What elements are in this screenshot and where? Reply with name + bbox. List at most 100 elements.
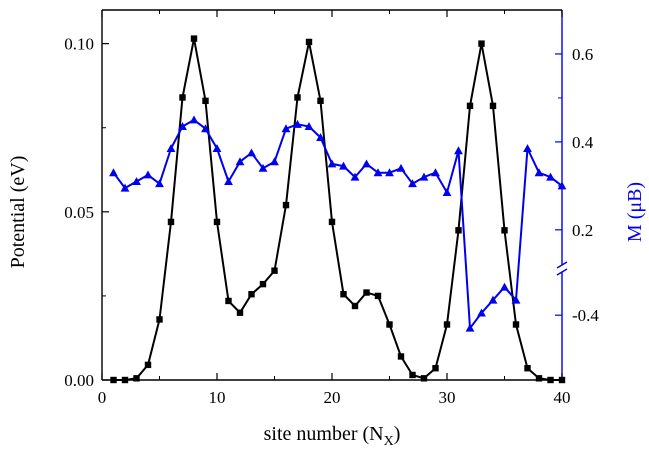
potential-point	[466, 102, 474, 110]
magnetization-marker-triangle	[178, 122, 187, 131]
magnetization-point	[270, 157, 279, 166]
magnetization-point	[339, 161, 348, 170]
potential-marker-square	[167, 218, 175, 226]
magnetization-marker-triangle	[109, 168, 118, 177]
magnetization-point	[350, 172, 360, 181]
magnetization-marker-triangle	[235, 157, 245, 166]
magnetization-series-line	[112, 118, 563, 330]
potential-marker-square	[259, 280, 267, 288]
magnetization-point	[408, 179, 417, 188]
magnetization-point	[166, 144, 176, 153]
magnetization-point	[109, 168, 118, 177]
potential-point	[259, 280, 267, 288]
magnetization-marker-triangle	[362, 159, 371, 168]
y-right-tick-label: -0.4	[572, 306, 599, 325]
mu-symbol: μ	[624, 202, 646, 213]
potential-point	[397, 353, 405, 360]
potential-point	[190, 35, 198, 42]
potential-point	[236, 309, 244, 316]
potential-point	[179, 94, 186, 101]
magnetization-marker-triangle	[373, 168, 383, 177]
magnetization-point	[132, 177, 141, 185]
magnetization-point	[373, 168, 383, 177]
magnetization-marker-triangle	[511, 295, 521, 304]
axis-break-mark	[556, 268, 568, 276]
potential-marker-square	[363, 289, 370, 296]
magnetization-marker-triangle	[477, 308, 486, 317]
potential-point	[133, 375, 140, 382]
magnetization-point	[189, 115, 199, 124]
magnetization-point	[488, 295, 498, 304]
potential-marker-square	[179, 94, 186, 101]
magnetization-point	[500, 282, 509, 291]
magnetization-marker-triangle	[534, 168, 544, 177]
potential-marker-square	[432, 365, 439, 372]
magnetization-point	[281, 124, 291, 133]
y-right-tick-label: 0.6	[572, 45, 593, 64]
potential-point	[202, 97, 209, 105]
magnetization-point	[201, 124, 210, 133]
magnetization-point	[396, 163, 406, 172]
magnetization-marker-triangle	[350, 172, 360, 181]
magnetization-point	[304, 122, 314, 131]
potential-point	[294, 94, 301, 101]
y-left-tick-label: 0.00	[64, 371, 94, 390]
potential-point	[213, 218, 221, 226]
potential-point	[363, 289, 370, 296]
magnetization-point	[235, 157, 245, 166]
x-tick-label: 30	[439, 388, 456, 407]
magnetization-marker-triangle	[419, 172, 429, 181]
axis-break-mark	[556, 261, 568, 269]
potential-point	[328, 218, 336, 226]
magnetization-marker-triangle	[155, 179, 164, 188]
magnetization-marker-triangle	[339, 161, 348, 170]
potential-marker-square	[443, 321, 451, 328]
magnetization-marker-triangle	[224, 177, 233, 185]
potential-marker-square	[340, 291, 347, 298]
magnetization-point	[546, 172, 555, 181]
potential-marker-square	[524, 365, 531, 372]
potential-marker-square	[282, 201, 290, 209]
y-right-tick-label: 0.4	[572, 133, 594, 152]
magnetization-point	[258, 163, 268, 172]
potential-point	[317, 97, 324, 105]
potential-point	[524, 365, 531, 372]
potential-point	[305, 38, 313, 46]
potential-point	[248, 291, 255, 298]
magnetization-point	[431, 168, 440, 177]
magnetization-point	[454, 146, 463, 155]
potential-marker-square	[466, 102, 474, 110]
magnetization-marker-triangle	[304, 122, 314, 131]
potential-marker-square	[317, 97, 324, 105]
magnetization-point	[511, 295, 521, 304]
potential-marker-square	[478, 40, 485, 47]
potential-point	[386, 321, 393, 328]
plot-area	[109, 35, 567, 384]
x-tick-label: 0	[98, 388, 107, 407]
potential-point	[443, 321, 451, 328]
magnetization-marker-triangle	[258, 163, 268, 172]
magnetization-point	[385, 168, 394, 177]
potential-point	[340, 291, 347, 298]
potential-point	[225, 297, 232, 305]
magnetization-marker-triangle	[316, 133, 325, 142]
magnetization-point	[120, 183, 130, 192]
axes: 0 10 20 30 40 0.00 0.05 0.10 0.2 0.4 0.6 -0.4	[64, 9, 599, 407]
potential-point	[420, 375, 428, 382]
potential-point	[455, 227, 462, 234]
magnetization-point	[419, 172, 429, 181]
y-left-tick-label: 0.05	[64, 203, 94, 222]
potential-marker-square	[455, 227, 462, 234]
magnetization-marker-triangle	[500, 282, 509, 291]
magnetization-point	[293, 119, 302, 128]
potential-marker-square	[328, 218, 336, 226]
magnetization-marker-triangle	[327, 159, 337, 168]
magnetization-marker-triangle	[201, 124, 210, 133]
magnetization-marker-triangle	[166, 144, 176, 153]
potential-point	[501, 227, 508, 234]
magnetization-marker-triangle	[293, 119, 302, 128]
potential-marker-square	[386, 321, 393, 328]
potential-marker-square	[501, 227, 508, 234]
potential-marker-square	[535, 375, 543, 382]
